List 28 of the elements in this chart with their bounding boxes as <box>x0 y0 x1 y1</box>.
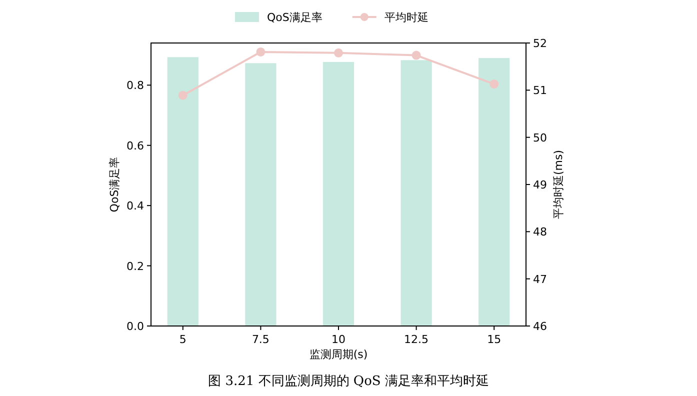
x-tick-label: 10 <box>332 333 346 346</box>
x-tick-label: 15 <box>487 333 502 346</box>
x-tick-label: 7.5 <box>252 333 270 346</box>
y2-tick-label: 50 <box>533 131 547 144</box>
y2-tick-label: 48 <box>533 226 547 239</box>
x-axis-title: 监测周期(s) <box>309 348 368 361</box>
point <box>490 80 499 89</box>
y-tick-label: 0.2 <box>126 260 144 273</box>
point <box>334 48 343 58</box>
y2-tick-label: 46 <box>533 320 547 333</box>
point <box>256 47 266 56</box>
y2-tick-label: 49 <box>533 178 547 192</box>
y2-tick-label: 51 <box>533 84 547 98</box>
legend-label: QoS满足率 <box>267 11 322 24</box>
legend-label: 平均时延 <box>384 11 428 24</box>
y2-tick-label: 47 <box>533 272 547 286</box>
y-tick-label: 0.8 <box>126 79 144 92</box>
y-axis-title: QoS满足率 <box>108 156 121 212</box>
y2-tick-label: 52 <box>533 37 547 50</box>
y-tick-label: 0.6 <box>126 139 144 152</box>
point <box>178 90 188 100</box>
x-tick-label: 12.5 <box>404 333 429 346</box>
x-tick-label: 5 <box>179 333 186 346</box>
caption: 图 3.21 不同监测周期的 QoS 满足率和平均时延 <box>208 373 489 389</box>
y-tick-label: 0.0 <box>126 320 144 333</box>
y2-axis-title: 平均时延(ms) <box>552 150 565 220</box>
point <box>412 50 421 60</box>
y-tick-label: 0.4 <box>126 200 144 213</box>
